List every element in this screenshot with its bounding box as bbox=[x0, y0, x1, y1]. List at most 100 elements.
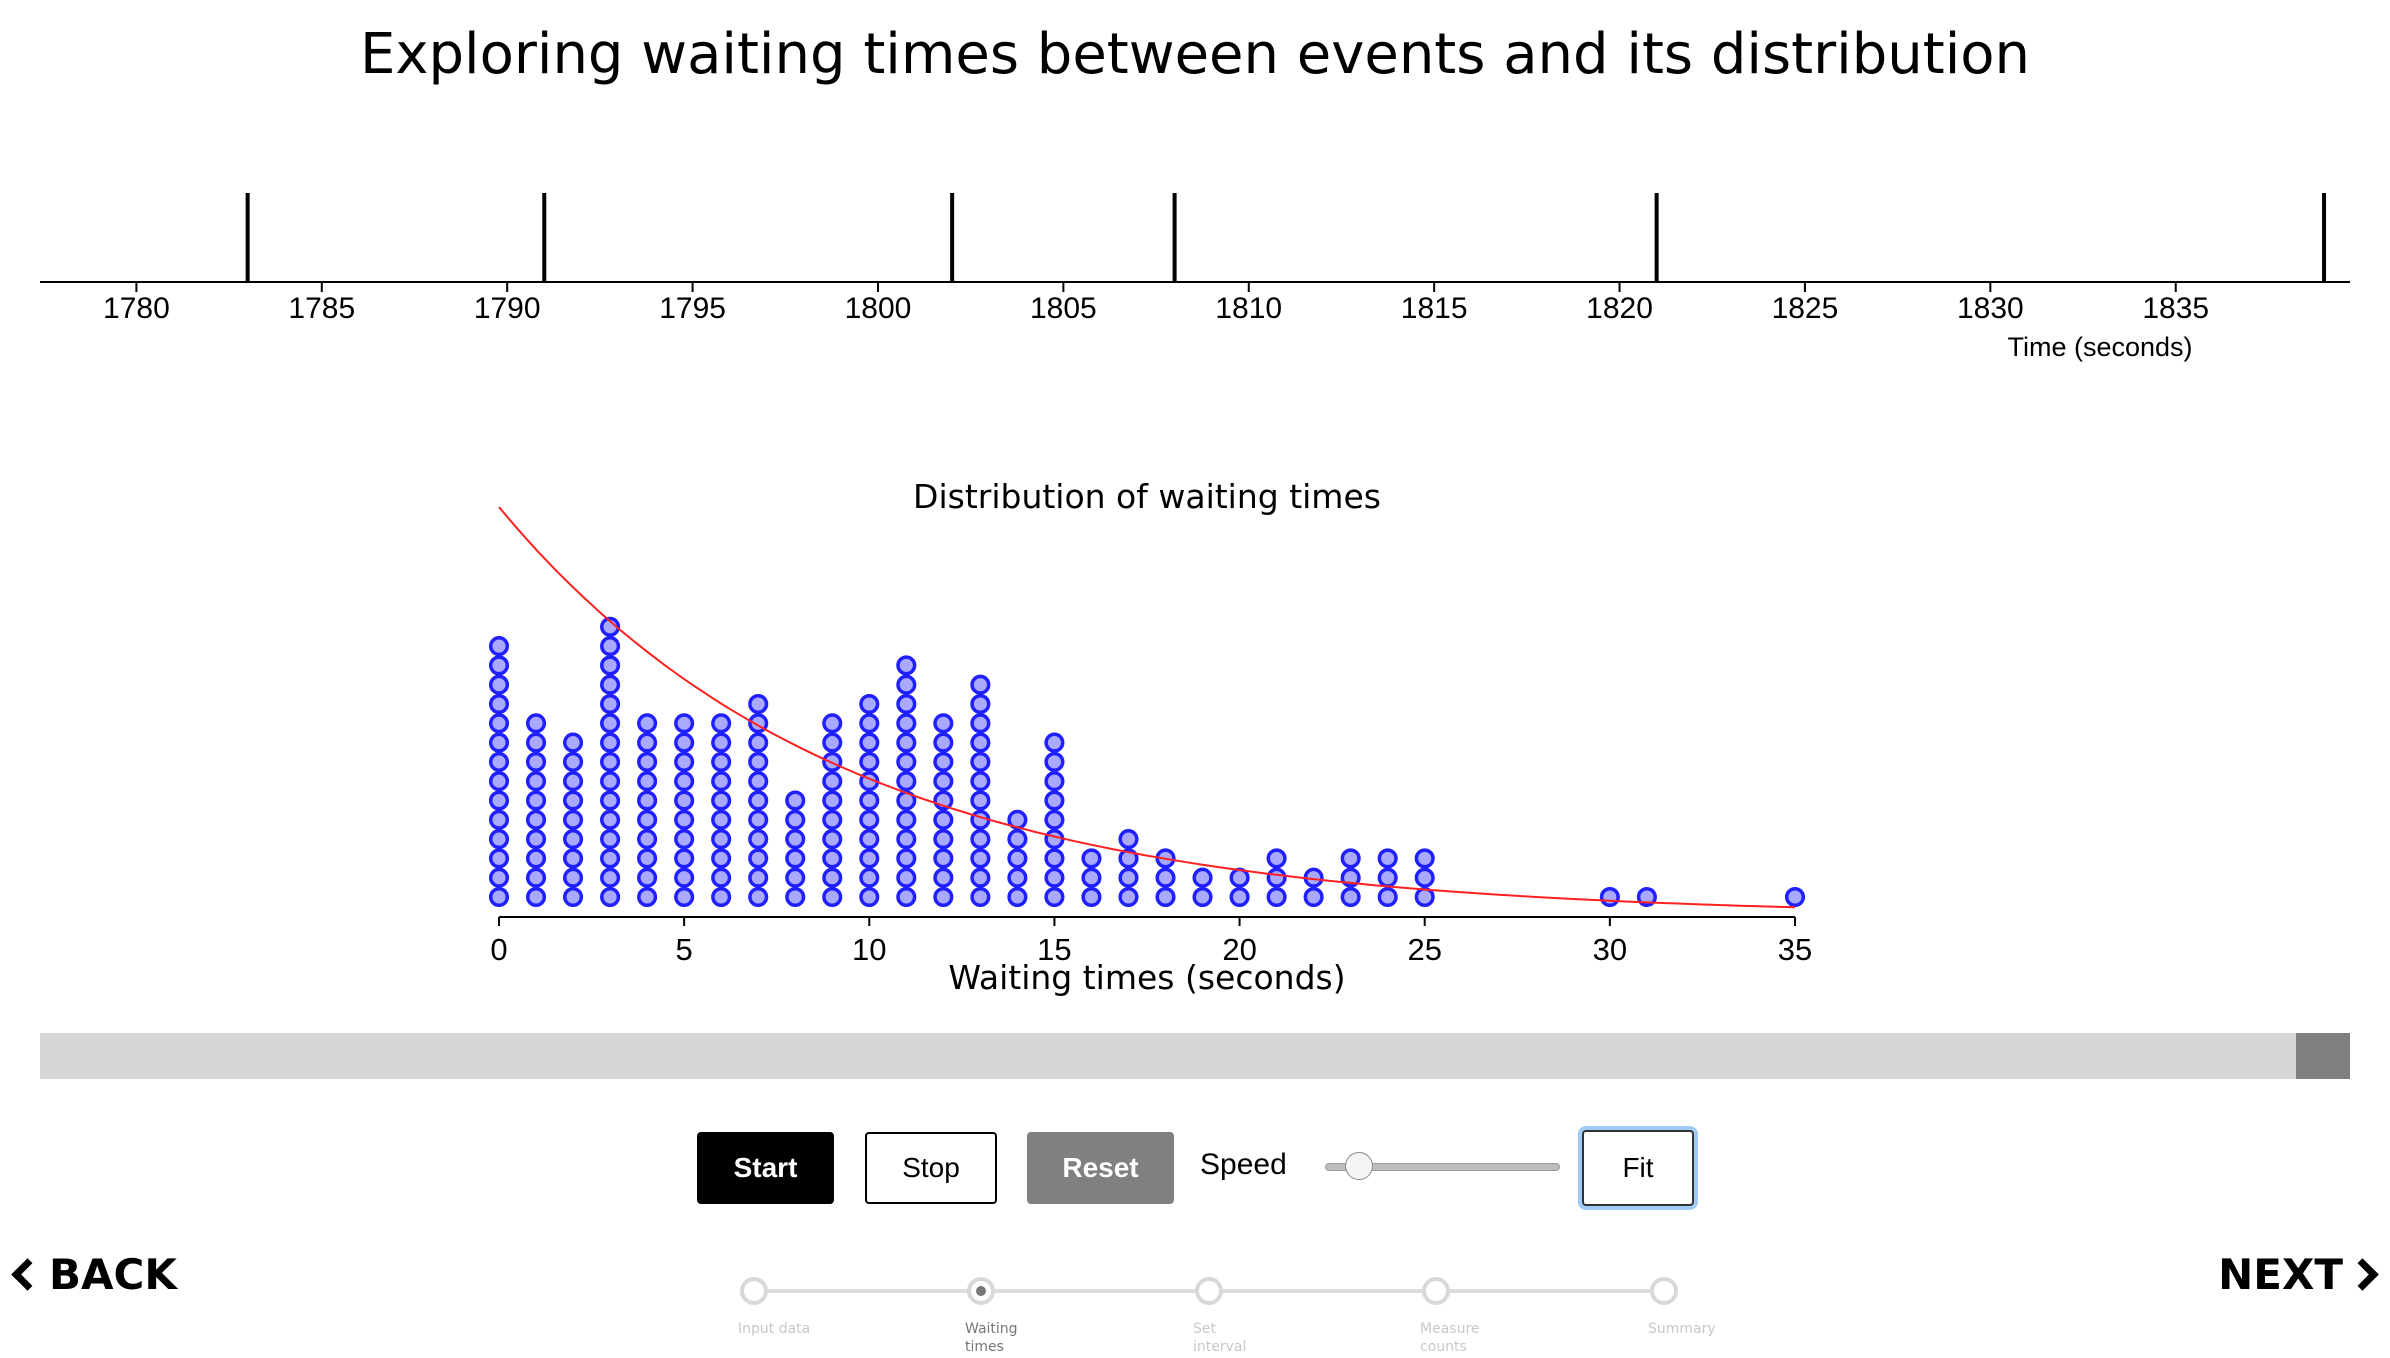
waiting-time-dot bbox=[970, 693, 991, 715]
step-dot-active[interactable] bbox=[967, 1277, 995, 1305]
speed-slider[interactable] bbox=[1325, 1152, 1560, 1180]
waiting-time-dot bbox=[970, 732, 991, 753]
waiting-time-dot bbox=[970, 829, 991, 850]
start-button[interactable]: Start bbox=[697, 1132, 834, 1204]
waiting-time-dot bbox=[711, 713, 732, 734]
chart-title: Distribution of waiting times bbox=[913, 477, 1381, 516]
waiting-time-dot bbox=[1414, 886, 1435, 908]
timeline-axis-label: Time (seconds) bbox=[2007, 332, 2192, 362]
step-progress: Input data Waiting times Set interval Me… bbox=[738, 1270, 1716, 1355]
waiting-time-dot bbox=[488, 790, 510, 811]
waiting-time-dot bbox=[1118, 829, 1139, 850]
step-label: Waiting times bbox=[965, 1321, 1018, 1355]
waiting-time-dot bbox=[896, 867, 917, 888]
waiting-time-dot bbox=[970, 771, 991, 792]
waiting-time-dot bbox=[600, 790, 621, 811]
waiting-time-dot bbox=[600, 809, 621, 830]
waiting-time-dot bbox=[525, 732, 547, 753]
waiting-time-dot bbox=[1340, 886, 1361, 908]
step-dot[interactable] bbox=[1650, 1277, 1678, 1305]
fit-button[interactable]: Fit bbox=[1582, 1130, 1694, 1206]
waiting-time-dot bbox=[1266, 848, 1287, 869]
step-dot[interactable] bbox=[740, 1277, 768, 1305]
step-dot[interactable] bbox=[1422, 1277, 1450, 1305]
waiting-time-dot bbox=[711, 732, 732, 753]
waiting-time-dot bbox=[674, 732, 695, 753]
waiting-time-dot bbox=[933, 771, 954, 792]
waiting-time-dot bbox=[748, 829, 769, 850]
waiting-time-dot bbox=[637, 848, 658, 869]
waiting-time-dot bbox=[600, 674, 621, 695]
waiting-time-dot bbox=[933, 829, 954, 850]
waiting-time-dot bbox=[563, 848, 584, 869]
waiting-time-dot bbox=[1081, 886, 1102, 908]
waiting-time-dot bbox=[711, 867, 732, 888]
waiting-time-dot bbox=[859, 693, 880, 715]
timeline-tick-label: 1825 bbox=[1772, 292, 1839, 325]
x-axis-ticks: 0 5 10 15 20 25 30 35 bbox=[490, 917, 1812, 967]
waiting-time-dot bbox=[896, 809, 917, 830]
waiting-time-dot bbox=[1155, 867, 1176, 888]
next-link[interactable]: NEXT bbox=[2218, 1250, 2379, 1299]
back-link[interactable]: BACK bbox=[11, 1250, 177, 1299]
waiting-time-dot bbox=[1784, 886, 1806, 908]
x-axis-tick-label: 20 bbox=[1222, 932, 1256, 967]
waiting-time-dot bbox=[1044, 867, 1065, 888]
waiting-time-dot bbox=[970, 886, 991, 908]
stop-button[interactable]: Stop bbox=[865, 1132, 997, 1204]
reset-button[interactable]: Reset bbox=[1027, 1132, 1174, 1204]
event-timeline: 1780 1785 1790 1795 1800 1805 1810 1815 1820 1825… bbox=[40, 193, 2350, 362]
progress-thumb[interactable] bbox=[2296, 1033, 2350, 1079]
waiting-time-dot bbox=[896, 771, 917, 792]
waiting-time-dot bbox=[970, 674, 991, 695]
waiting-time-dot bbox=[563, 809, 584, 830]
waiting-time-dot bbox=[711, 790, 732, 811]
waiting-time-dot bbox=[822, 771, 843, 792]
page-title: Exploring waiting times between events a… bbox=[359, 22, 2031, 87]
waiting-time-dot bbox=[488, 886, 510, 908]
waiting-time-dot bbox=[1414, 848, 1435, 869]
timeline-tick-label: 1790 bbox=[474, 292, 541, 325]
waiting-time-dot bbox=[748, 771, 769, 792]
waiting-time-dot bbox=[674, 886, 695, 908]
waiting-time-dot bbox=[859, 848, 880, 869]
waiting-time-dot bbox=[785, 790, 806, 811]
progress-track[interactable] bbox=[40, 1033, 2350, 1079]
waiting-time-dot bbox=[525, 790, 547, 811]
waiting-time-dot bbox=[748, 867, 769, 888]
next-label: NEXT bbox=[2218, 1250, 2343, 1299]
waiting-time-dot bbox=[563, 790, 584, 811]
timeline-tick-label: 1810 bbox=[1215, 292, 1282, 325]
step-label: Input data bbox=[738, 1321, 811, 1337]
waiting-time-dot bbox=[674, 809, 695, 830]
waiting-time-dot bbox=[525, 713, 547, 734]
chevron-left-icon bbox=[11, 1258, 44, 1291]
timeline-tick-label: 1830 bbox=[1957, 292, 2024, 325]
chevron-right-icon bbox=[2346, 1258, 2379, 1291]
step-dot[interactable] bbox=[1195, 1277, 1223, 1305]
waiting-time-dot bbox=[637, 771, 658, 792]
x-axis-tick-label: 25 bbox=[1407, 932, 1441, 967]
waiting-time-dot bbox=[1044, 771, 1065, 792]
waiting-time-dot bbox=[488, 809, 510, 830]
waiting-time-dot bbox=[600, 886, 621, 908]
waiting-time-dot bbox=[896, 886, 917, 908]
waiting-time-dot bbox=[785, 829, 806, 850]
waiting-time-dot bbox=[488, 867, 510, 888]
waiting-time-dot bbox=[488, 848, 510, 869]
waiting-time-dot bbox=[525, 867, 547, 888]
waiting-time-dot bbox=[488, 713, 510, 734]
x-axis-tick-label: 30 bbox=[1593, 932, 1627, 967]
waiting-time-dot bbox=[488, 674, 510, 695]
waiting-time-dot bbox=[1007, 886, 1028, 908]
waiting-time-dot bbox=[822, 713, 843, 734]
waiting-time-dot bbox=[822, 732, 843, 753]
speed-slider-handle[interactable] bbox=[1345, 1152, 1374, 1180]
timeline-tick-label: 1800 bbox=[845, 292, 912, 325]
timeline-tick-label: 1835 bbox=[2142, 292, 2209, 325]
waiting-time-dot bbox=[1044, 790, 1065, 811]
speed-slider-track[interactable] bbox=[1325, 1163, 1560, 1171]
waiting-time-dot bbox=[1229, 867, 1250, 888]
waiting-time-dot bbox=[1192, 867, 1213, 888]
waiting-time-dot bbox=[1377, 848, 1398, 869]
